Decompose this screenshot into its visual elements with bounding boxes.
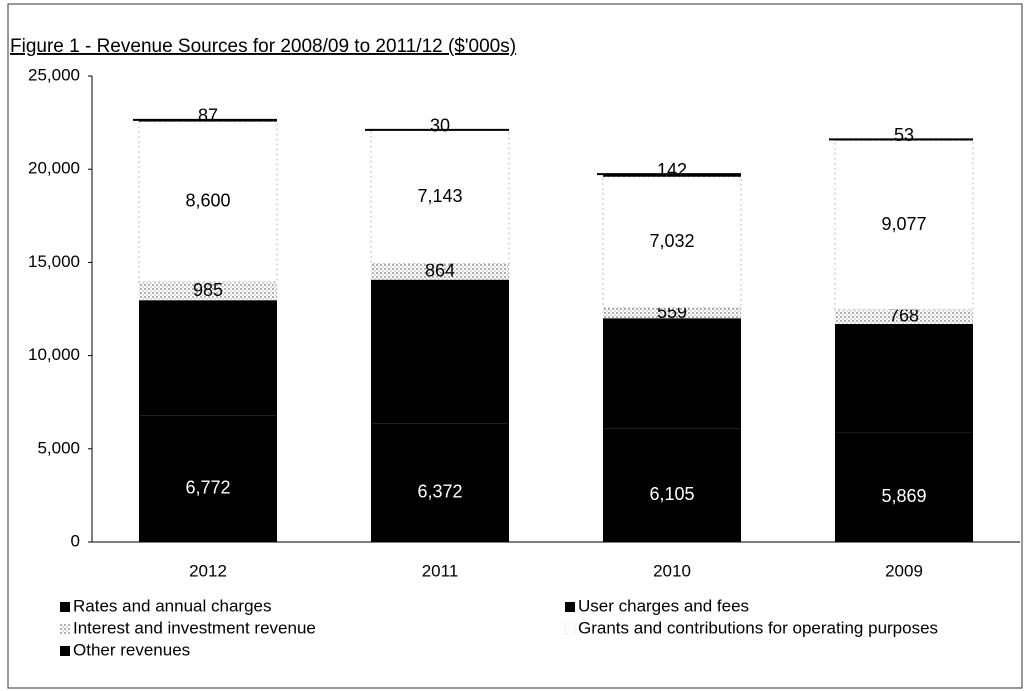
legend-swatch bbox=[60, 646, 70, 656]
data-label: 9,077 bbox=[881, 214, 926, 234]
bar-segment bbox=[371, 263, 509, 280]
y-tick-label: 10,000 bbox=[28, 345, 80, 364]
data-label: 87 bbox=[198, 106, 218, 126]
data-label: 5,869 bbox=[881, 486, 926, 506]
data-label: 6,372 bbox=[417, 481, 462, 501]
frame bbox=[7, 3, 1023, 689]
y-tick-label: 0 bbox=[71, 531, 80, 550]
y-tick-label: 25,000 bbox=[28, 65, 80, 84]
bar-segment bbox=[371, 423, 509, 542]
data-label: 864 bbox=[425, 260, 455, 280]
data-label: 7,143 bbox=[417, 186, 462, 206]
bar-segment bbox=[835, 432, 973, 542]
data-label: 985 bbox=[193, 280, 223, 300]
data-label: 53 bbox=[894, 125, 914, 145]
data-label: 6,772 bbox=[185, 478, 230, 498]
bar-segment bbox=[834, 139, 974, 311]
y-tick-label: 15,000 bbox=[28, 252, 80, 271]
legend-swatch bbox=[565, 602, 575, 612]
x-tick-label: 2010 bbox=[653, 561, 691, 580]
legend-label: Rates and annual charges bbox=[73, 596, 271, 615]
legend-label: User charges and fees bbox=[578, 596, 749, 615]
x-tick-label: 2009 bbox=[885, 561, 923, 580]
y-tick-label: 5,000 bbox=[37, 438, 80, 457]
legend-label: Interest and investment revenue bbox=[73, 618, 316, 637]
bar-segment bbox=[602, 176, 742, 309]
bar-segment bbox=[139, 415, 277, 542]
legend-swatch bbox=[60, 602, 70, 612]
bar-segment bbox=[603, 428, 741, 542]
data-label: 142 bbox=[657, 160, 687, 180]
data-label: 30 bbox=[430, 116, 450, 136]
bar-segment bbox=[138, 121, 278, 283]
x-tick-label: 2011 bbox=[422, 561, 459, 580]
bar-segment bbox=[603, 318, 741, 429]
legend-label: Grants and contributions for operating p… bbox=[578, 618, 938, 637]
legend-swatch bbox=[564, 623, 576, 635]
legend-label: Other revenues bbox=[73, 640, 190, 659]
legend-swatch bbox=[60, 624, 70, 634]
bar-segment bbox=[603, 307, 741, 319]
chart-title: Figure 1 - Revenue Sources for 2008/09 t… bbox=[10, 36, 516, 57]
data-label: 768 bbox=[889, 306, 919, 326]
y-tick-label: 20,000 bbox=[28, 159, 80, 178]
data-label: 7,032 bbox=[649, 231, 694, 251]
bar-segment bbox=[371, 279, 509, 424]
bar-segment bbox=[603, 174, 741, 177]
x-tick-label: 2012 bbox=[189, 561, 227, 580]
data-label: 6,105 bbox=[649, 484, 694, 504]
bar-segment bbox=[835, 323, 973, 433]
data-label: 8,600 bbox=[185, 190, 230, 210]
bar-segment bbox=[370, 129, 510, 265]
bar-segment bbox=[139, 281, 277, 301]
bar-segment bbox=[139, 300, 277, 416]
bar-segment bbox=[835, 309, 973, 324]
